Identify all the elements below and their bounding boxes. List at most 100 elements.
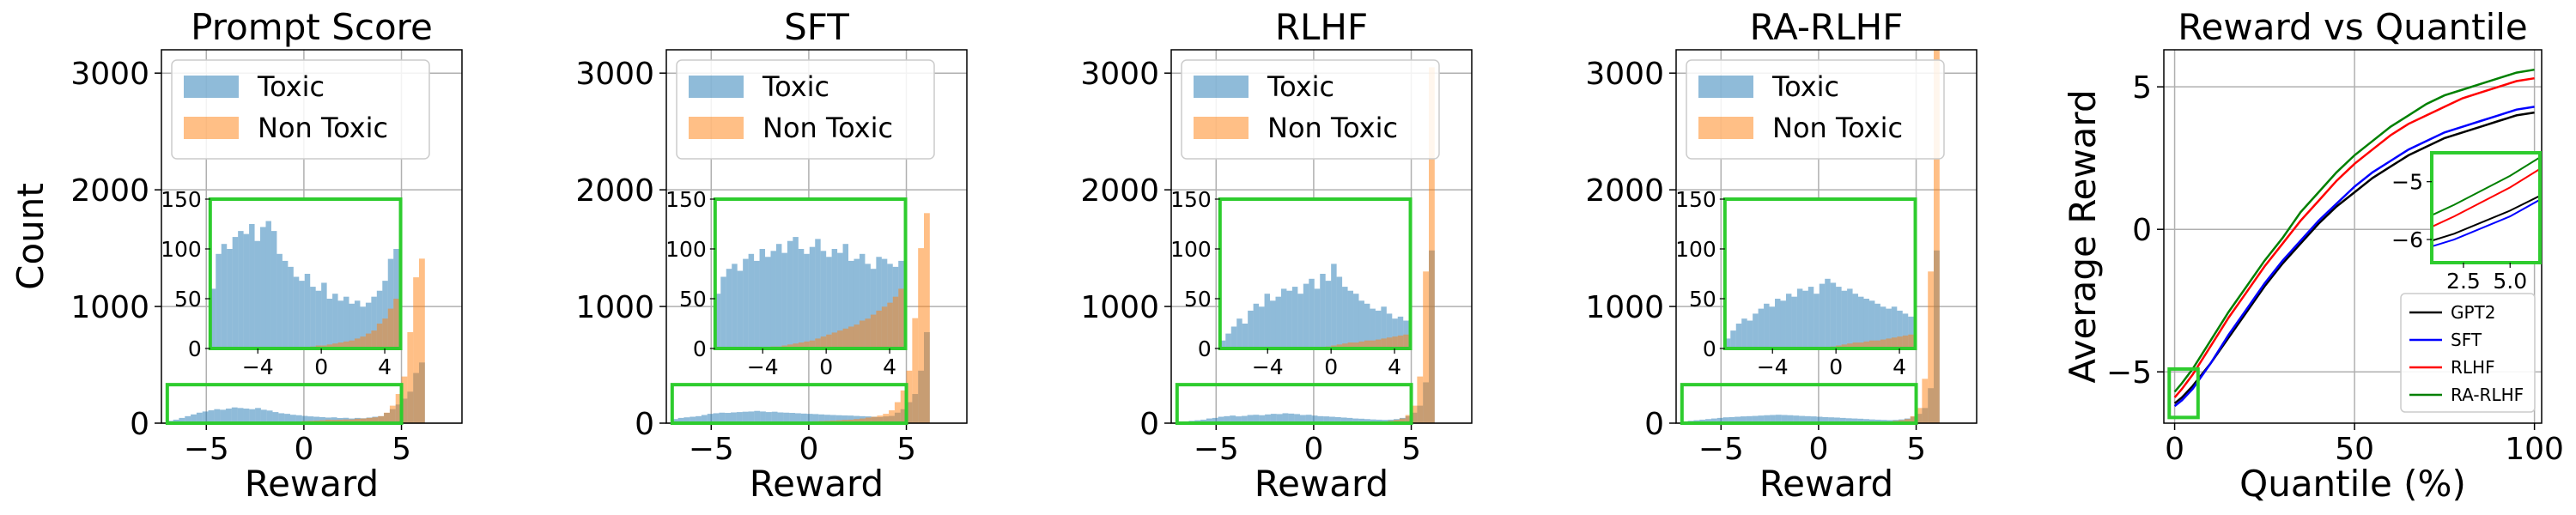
inset-bar-toxic [1386, 313, 1393, 348]
inset-y-tick-label: 150 [1170, 187, 1212, 212]
inset-bar-toxic [1886, 308, 1892, 348]
x-tick-label: 0 [1808, 432, 1828, 467]
histogram-bar-toxic [1845, 418, 1852, 423]
histogram-bar-toxic [707, 414, 714, 423]
inset-y-tick-label: 50 [679, 287, 707, 312]
inset-bar-toxic [260, 227, 266, 348]
inset-bar-non-toxic [1908, 334, 1914, 348]
legend-swatch [1194, 76, 1249, 98]
inset-bar-non-toxic [387, 308, 394, 348]
histogram-bar-non-toxic [1922, 379, 1929, 423]
y-axis-label: Count [9, 183, 52, 290]
inset-bar-toxic [382, 281, 388, 348]
histogram-bar-toxic [243, 409, 250, 423]
histogram-bar-toxic [1241, 415, 1248, 423]
x-tick-label: 0 [2165, 432, 2184, 467]
x-axis-label: Reward [750, 463, 884, 505]
inset-bar-toxic [765, 257, 771, 348]
histogram-bar-toxic [173, 419, 179, 423]
legend-label: Non Toxic [258, 112, 388, 144]
legend-label: Toxic [1267, 70, 1334, 103]
zoom-region-box [2167, 367, 2200, 420]
histogram-bar-toxic [754, 410, 761, 423]
inset-bar-toxic [1897, 310, 1903, 348]
inset-bar-toxic [238, 231, 244, 348]
inset-bar-non-toxic [1902, 335, 1909, 348]
inset-bar-toxic [1397, 316, 1404, 348]
inset-bar-non-toxic [820, 336, 827, 348]
inset-x-tick-label: −4 [747, 354, 779, 379]
histogram-bar-toxic [713, 413, 720, 423]
inset-bar-toxic [1370, 308, 1376, 348]
histogram-bar-toxic [771, 411, 778, 423]
inset-bar-non-toxic [1358, 341, 1364, 348]
y-tick-label: 3000 [575, 57, 654, 92]
inset-bar-toxic [1785, 294, 1792, 348]
histogram-bar-toxic [1851, 418, 1858, 423]
inset-bar-toxic [337, 300, 344, 348]
inset-bar-toxic [1791, 296, 1797, 348]
y-tick-label: 3000 [70, 57, 149, 92]
inset-bar-toxic [1353, 294, 1359, 348]
inset-bar-toxic [1314, 288, 1321, 348]
inset-bar-toxic [1275, 296, 1281, 348]
histogram-bar-non-toxic [1405, 415, 1412, 423]
inset-bar-non-toxic [1880, 339, 1886, 348]
histogram-bar-non-toxic [865, 417, 872, 423]
histogram-bar-toxic [736, 412, 743, 423]
inset-bar-toxic [365, 302, 372, 348]
histogram-bar-non-toxic [1934, 50, 1940, 423]
inset-bar-non-toxic [343, 341, 349, 348]
inset-bar-toxic [1819, 283, 1826, 348]
histogram-bar-toxic [1863, 419, 1869, 423]
histogram-bar-toxic [783, 412, 790, 423]
inset-bar-non-toxic [887, 302, 893, 348]
inset-bar-non-toxic [393, 299, 399, 348]
inset-bar-toxic [387, 258, 394, 348]
inset-bar-toxic [787, 240, 793, 348]
x-tick-label: 0 [294, 432, 313, 467]
histogram-bar-toxic [1839, 417, 1846, 423]
y-tick-label: 2000 [575, 173, 654, 209]
inset-bar-toxic [1741, 318, 1747, 348]
inset-bar-toxic [1807, 287, 1814, 348]
histogram-bar-non-toxic [848, 419, 854, 423]
inset-bar-non-toxic [1347, 342, 1354, 348]
histogram-bar-toxic [208, 410, 215, 423]
histogram-bar-toxic [748, 411, 755, 423]
inset-bar-non-toxic [376, 324, 383, 348]
histogram-bar-toxic [1787, 415, 1794, 423]
histogram-bar-toxic [835, 415, 842, 423]
histogram-bar-toxic [1305, 415, 1312, 423]
x-tick-label: 0 [799, 432, 818, 467]
histogram-bar-toxic [255, 408, 261, 423]
inset-bar-non-toxic [1868, 340, 1875, 348]
inset-x-tick-label: 4 [378, 354, 392, 379]
histogram-bar-toxic [677, 417, 684, 423]
x-axis-label: Reward [1759, 463, 1893, 505]
inset-bar-non-toxic [371, 330, 377, 348]
y-tick-label: 1000 [1080, 290, 1159, 325]
inset-bar-non-toxic [1370, 340, 1376, 348]
histogram-bar-toxic [812, 414, 819, 423]
inset-bar-toxic [1248, 310, 1254, 348]
histogram-bar-toxic [800, 413, 807, 423]
histogram-bar-toxic [1758, 415, 1765, 423]
histogram-bar-toxic [1828, 417, 1835, 423]
histogram-bar-toxic [1288, 413, 1295, 423]
histogram-bar-toxic [1805, 415, 1811, 423]
histogram-bar-toxic [683, 417, 690, 423]
histogram-bar-toxic [1329, 416, 1335, 423]
inset-y-tick-label: 50 [1689, 287, 1716, 312]
histogram-bar-toxic [179, 417, 185, 423]
histogram-bar-toxic [1224, 415, 1230, 423]
inset-bar-toxic [349, 303, 355, 348]
histogram-bar-toxic [1764, 415, 1771, 423]
inset-bar-toxic [1358, 300, 1364, 348]
histogram-bar-toxic [1710, 418, 1717, 423]
legend-label: GPT2 [2451, 302, 2496, 323]
histogram-bar-toxic [284, 414, 290, 423]
inset-bar-non-toxic [1397, 335, 1404, 348]
inset-bar-toxic [1336, 276, 1343, 348]
